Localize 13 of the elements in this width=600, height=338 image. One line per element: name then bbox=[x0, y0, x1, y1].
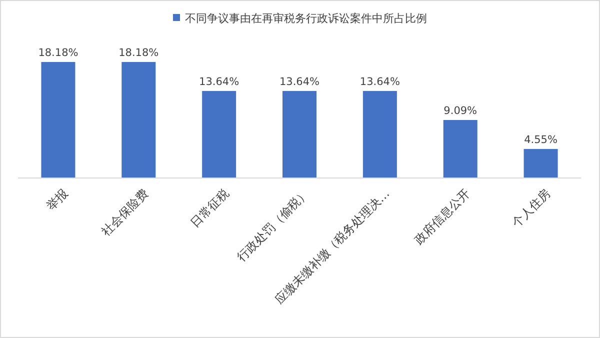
legend-label: 不同争议事由在再审税务行政诉讼案件中所占比例 bbox=[185, 12, 427, 25]
x-tick-label: 个人住房 bbox=[509, 186, 554, 230]
data-label: 13.64% bbox=[199, 76, 240, 88]
data-label: 13.64% bbox=[279, 76, 320, 88]
data-label: 13.64% bbox=[360, 76, 400, 88]
x-tick-label: 举报 bbox=[44, 186, 71, 214]
x-tick-label: 日常征税 bbox=[188, 186, 232, 230]
x-tick-label: 政府信息公开 bbox=[412, 186, 473, 248]
data-label: 18.18% bbox=[38, 47, 78, 59]
data-label: 4.55% bbox=[524, 134, 558, 146]
data-label: 9.09% bbox=[444, 105, 478, 117]
data-label: 18.18% bbox=[118, 47, 159, 59]
x-tick-label: 社会保险费 bbox=[98, 186, 151, 239]
